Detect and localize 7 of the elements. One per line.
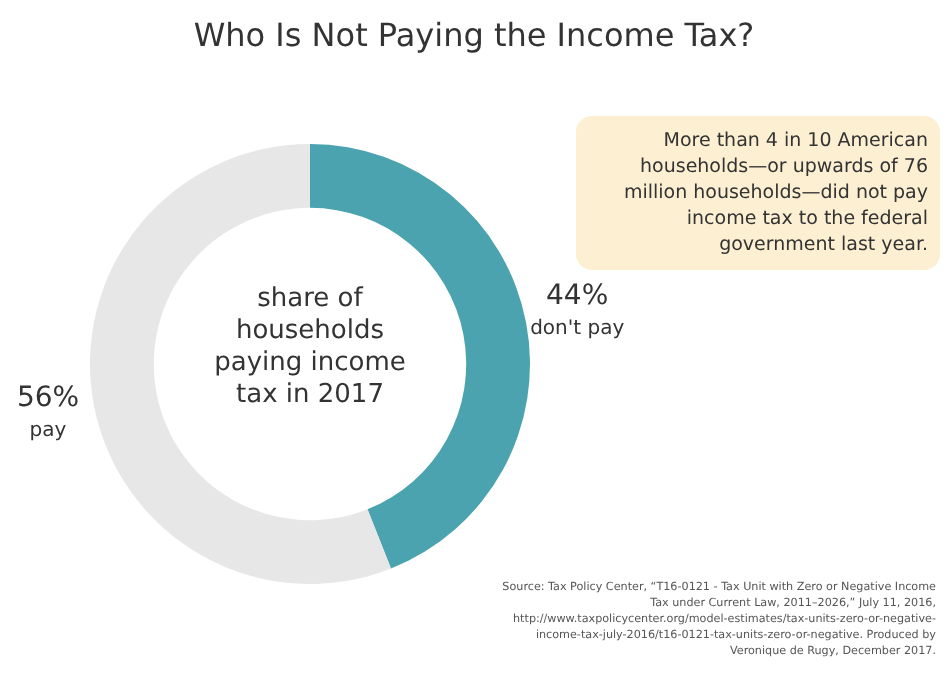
slice-label: don't pay <box>530 318 625 341</box>
data-label: 56% <box>16 382 80 415</box>
data-label: 44% <box>546 280 609 313</box>
text: More than 4 in 10 American households—or upwards of 76 million households—did not pay income tax to the federal government last year. <box>576 116 940 270</box>
chart-title: Who Is Not Paying the Income Tax? <box>191 16 757 54</box>
slice-label: pay <box>29 420 67 443</box>
text: share of households paying income tax in 2017 <box>212 284 408 412</box>
